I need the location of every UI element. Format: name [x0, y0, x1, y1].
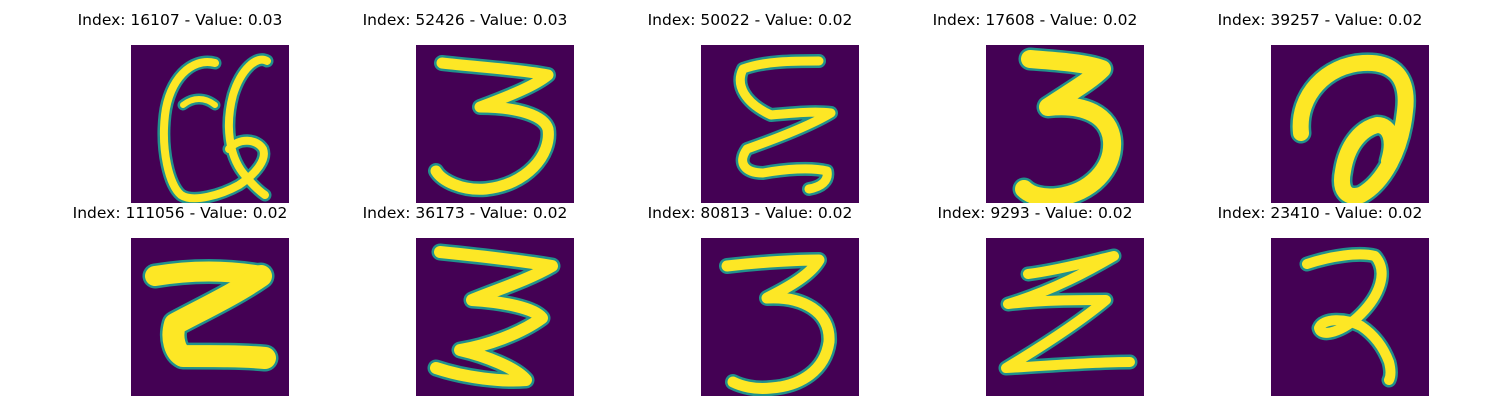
cell-title: Index: 50022 - Value: 0.02 [647, 11, 853, 29]
digit-image [701, 45, 859, 203]
digit-image [1271, 45, 1429, 203]
digit-glyph [131, 45, 289, 203]
stroke-core [224, 55, 271, 199]
grid-cell: Index: 50022 - Value: 0.02 [600, 11, 900, 203]
digit-image [416, 238, 574, 396]
digit-glyph [416, 45, 574, 203]
grid-cell: Index: 23410 - Value: 0.02 [1170, 204, 1470, 396]
grid-cell: Index: 17608 - Value: 0.02 [885, 11, 1185, 203]
cell-title: Index: 52426 - Value: 0.03 [362, 11, 568, 29]
stroke-core [430, 246, 558, 387]
digit-image [986, 238, 1144, 396]
image-background [131, 45, 289, 203]
grid-cell: Index: 111056 - Value: 0.02 [30, 204, 330, 396]
stroke-core [1292, 54, 1414, 203]
cell-title: Index: 16107 - Value: 0.03 [77, 11, 283, 29]
digit-glyph [1271, 238, 1429, 396]
digit-image [986, 45, 1144, 203]
digit-glyph [986, 45, 1144, 203]
stroke-core [1015, 50, 1122, 203]
digit-glyph [701, 45, 859, 203]
digit-glyph [701, 238, 859, 396]
digit-image [1271, 238, 1429, 396]
grid-cell: Index: 16107 - Value: 0.03 [30, 11, 330, 203]
stroke-core [721, 254, 835, 394]
digit-image [131, 45, 289, 203]
cell-title: Index: 36173 - Value: 0.02 [362, 204, 568, 222]
cell-title: Index: 39257 - Value: 0.02 [1217, 11, 1423, 29]
grid-cell: Index: 39257 - Value: 0.02 [1170, 11, 1470, 203]
cell-title: Index: 9293 - Value: 0.02 [937, 204, 1133, 222]
grid-cell: Index: 80813 - Value: 0.02 [600, 204, 900, 396]
digit-glyph [986, 238, 1144, 396]
cell-title: Index: 80813 - Value: 0.02 [647, 204, 853, 222]
digit-image [416, 45, 574, 203]
stroke-core [180, 96, 218, 108]
cell-title: Index: 23410 - Value: 0.02 [1217, 204, 1423, 222]
digit-glyph [416, 238, 574, 396]
digit-glyph [131, 238, 289, 396]
digit-image [131, 238, 289, 396]
stroke-core [1302, 249, 1396, 385]
cell-title: Index: 111056 - Value: 0.02 [72, 204, 288, 222]
grid-cell: Index: 9293 - Value: 0.02 [885, 204, 1185, 396]
grid-cell: Index: 52426 - Value: 0.03 [315, 11, 615, 203]
digit-image [701, 238, 859, 396]
digit-glyph [1271, 45, 1429, 203]
stroke-core [159, 58, 268, 203]
stroke-core [735, 56, 836, 194]
stroke-core [1001, 251, 1135, 373]
stroke-core [430, 57, 554, 195]
grid-cell: Index: 36173 - Value: 0.02 [315, 204, 615, 396]
cell-title: Index: 17608 - Value: 0.02 [932, 11, 1138, 29]
stroke-core [162, 265, 276, 369]
